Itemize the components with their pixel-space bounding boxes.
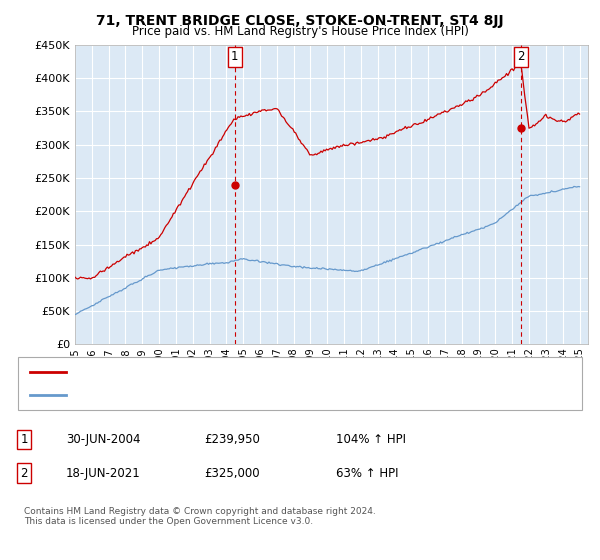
Text: 1: 1: [20, 433, 28, 446]
Text: 18-JUN-2021: 18-JUN-2021: [66, 466, 141, 480]
Text: 71, TRENT BRIDGE CLOSE, STOKE-ON-TRENT, ST4 8JJ (detached house): 71, TRENT BRIDGE CLOSE, STOKE-ON-TRENT, …: [72, 367, 441, 377]
Text: Price paid vs. HM Land Registry's House Price Index (HPI): Price paid vs. HM Land Registry's House …: [131, 25, 469, 38]
Text: 71, TRENT BRIDGE CLOSE, STOKE-ON-TRENT, ST4 8JJ: 71, TRENT BRIDGE CLOSE, STOKE-ON-TRENT, …: [96, 14, 504, 28]
Text: £325,000: £325,000: [204, 466, 260, 480]
Text: £239,950: £239,950: [204, 433, 260, 446]
Text: 2: 2: [517, 50, 524, 63]
Text: 104% ↑ HPI: 104% ↑ HPI: [336, 433, 406, 446]
Text: HPI: Average price, detached house, Stoke-on-Trent: HPI: Average price, detached house, Stok…: [72, 390, 340, 400]
Text: Contains HM Land Registry data © Crown copyright and database right 2024.
This d: Contains HM Land Registry data © Crown c…: [24, 507, 376, 526]
Text: 2: 2: [20, 466, 28, 480]
Text: 63% ↑ HPI: 63% ↑ HPI: [336, 466, 398, 480]
Text: 30-JUN-2004: 30-JUN-2004: [66, 433, 140, 446]
Text: 1: 1: [231, 50, 239, 63]
